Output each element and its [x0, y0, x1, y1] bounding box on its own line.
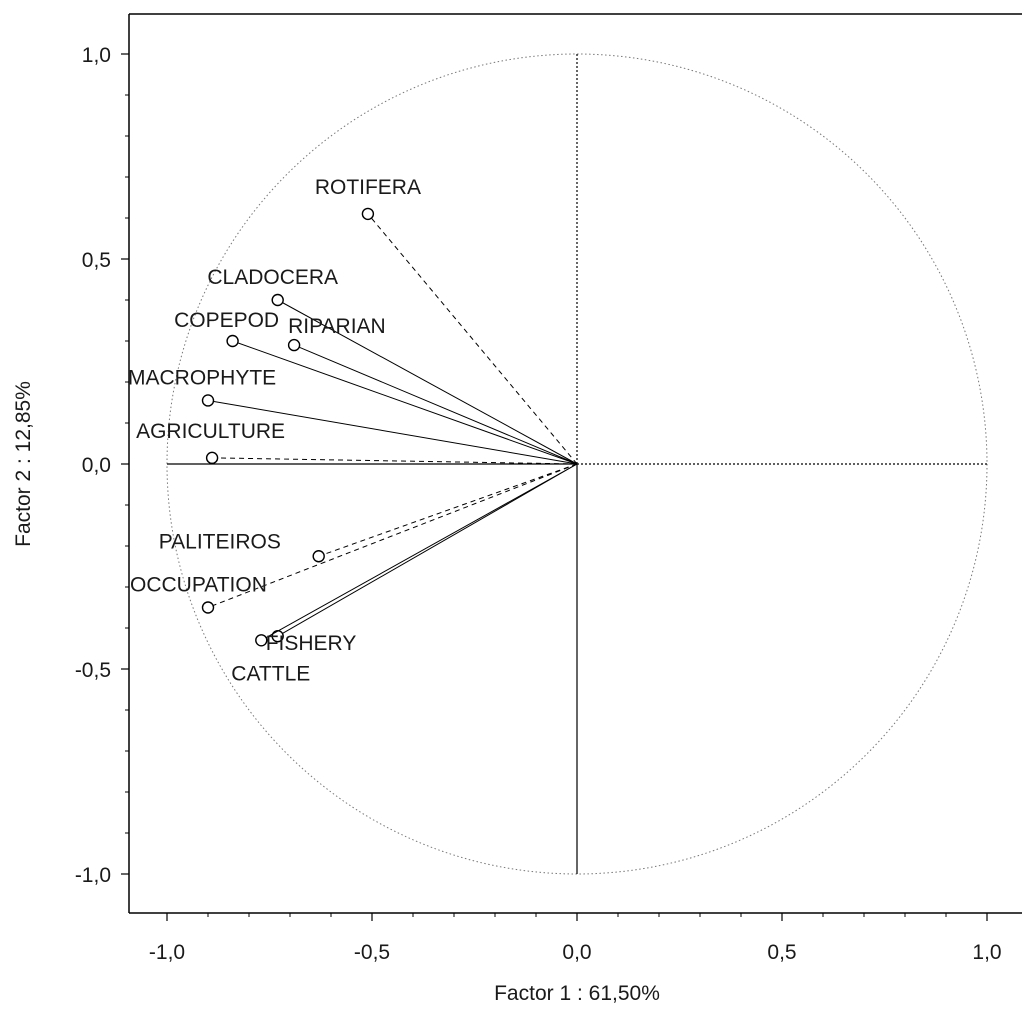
vector-cladocera	[277, 299, 578, 465]
label-agriculture: AGRICULTURE	[136, 420, 285, 443]
center-axes-layer	[167, 54, 987, 874]
point-cattle	[255, 634, 268, 647]
point-cladocera	[271, 293, 284, 307]
loading-vectors-layer	[201, 207, 578, 647]
x-tick-label: 1,0	[972, 941, 1001, 964]
vector-occupation	[207, 463, 578, 608]
point-occupation	[201, 601, 215, 614]
label-fishery: FISHERY	[266, 632, 357, 655]
point-agriculture	[205, 451, 219, 465]
vector-rotifera	[367, 213, 578, 465]
point-macrophyte	[201, 394, 215, 407]
label-copepod: COPEPOD	[174, 309, 279, 332]
label-riparian: RIPARIAN	[288, 315, 386, 338]
y-tick-label: 0,0	[82, 454, 111, 477]
vector-copepod	[232, 340, 578, 465]
point-riparian	[287, 338, 301, 352]
x-tick-label: -0,5	[354, 941, 390, 964]
x-tick-label: 0,0	[562, 941, 591, 964]
label-paliteiros: PALITEIROS	[159, 530, 281, 553]
label-macrophyte: MACROPHYTE	[128, 366, 276, 389]
x-tick-label: 0,5	[767, 941, 796, 964]
point-paliteiros	[312, 550, 325, 563]
label-occupation: OCCUPATION	[130, 574, 267, 597]
label-cladocera: CLADOCERA	[207, 266, 338, 289]
point-copepod	[226, 334, 239, 348]
variable-labels-layer: ROTIFERA CLADOCERA COPEPOD RIPARIAN MACROPHY…	[128, 176, 421, 685]
y-tick-label: -0,5	[75, 659, 111, 682]
x-axis-label: Factor 1 : 61,50%	[494, 982, 660, 1005]
label-cattle: CATTLE	[231, 662, 310, 685]
y-axis-label: Factor 2 : 12,85%	[12, 381, 35, 547]
vector-agriculture	[212, 457, 578, 465]
vector-cattle	[261, 463, 578, 641]
x-tick-label: -1,0	[149, 941, 185, 964]
tick-layer: -1,0 -0,5 0,0 0,5 1,0 1,0 0,5 0,0 -0,5 -1,0	[75, 44, 1002, 964]
y-tick-label: 1,0	[82, 44, 111, 67]
vector-fishery	[277, 463, 578, 637]
vector-macrophyte	[207, 399, 578, 465]
vector-paliteiros	[318, 463, 578, 557]
point-rotifera	[361, 207, 375, 221]
label-rotifera: ROTIFERA	[315, 176, 421, 199]
y-tick-label: -1,0	[75, 864, 111, 887]
vector-riparian	[293, 344, 578, 465]
y-tick-label: 0,5	[82, 249, 111, 272]
